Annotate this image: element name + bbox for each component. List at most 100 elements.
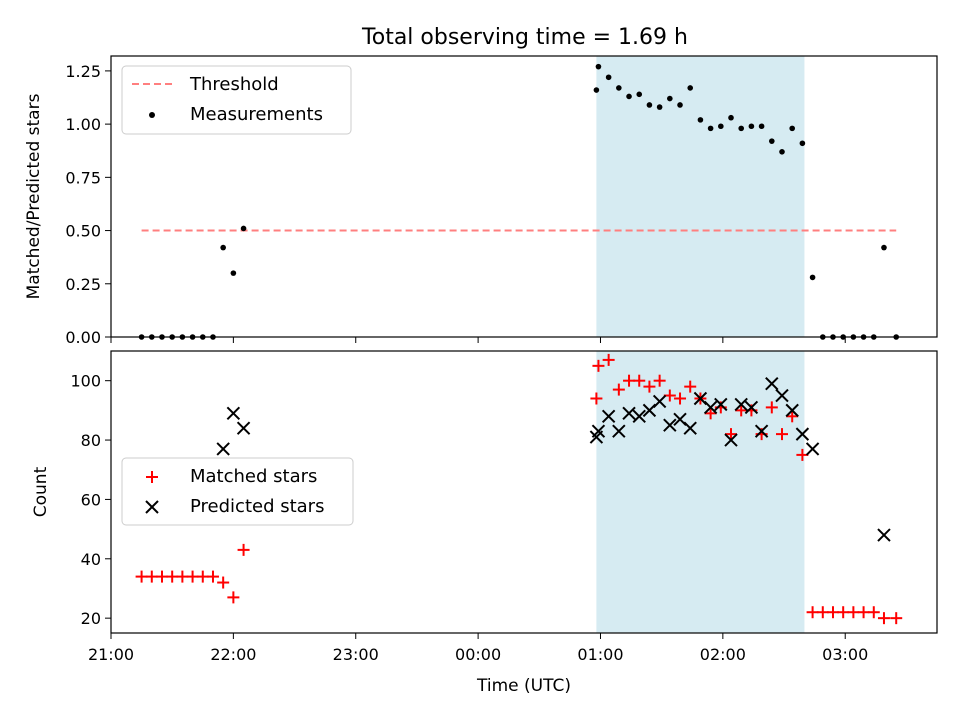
predicted-star-marker-b — [744, 400, 759, 415]
top-legend-box — [121, 65, 352, 135]
predicted-star-marker-b — [612, 424, 626, 438]
matched-star-marker — [857, 606, 870, 619]
measurement-point — [718, 123, 724, 130]
x-tick-label: 01:00 — [577, 645, 623, 664]
measurement-point — [230, 270, 237, 276]
x-tick-label: 02:00 — [700, 645, 746, 664]
measurement-point — [809, 274, 816, 281]
measurement-point — [738, 125, 745, 132]
bottom-y-tick-label: 40 — [81, 550, 101, 569]
predicted-star-marker-b — [805, 442, 820, 456]
matched-star-marker — [704, 407, 717, 420]
predicted-star-marker-b — [877, 528, 891, 542]
predicted-star-marker — [775, 388, 789, 403]
matched-star-marker — [145, 570, 158, 583]
top-y-tick-label: 1.25 — [65, 62, 101, 81]
bottom-legend: Matched stars Predicted stars — [121, 457, 354, 526]
predicted-star-marker-b — [226, 406, 241, 421]
bottom-legend-box — [121, 457, 354, 526]
matched-star-marker — [155, 570, 168, 583]
bottom-panel: 20 40 60 80 100 21:00 22:00 23:00 00:00 01:00 02:… — [31, 350, 938, 696]
matched-star-marker — [186, 570, 199, 583]
predicted-star-marker — [601, 409, 616, 424]
measurement-point — [593, 87, 600, 93]
measurement-point — [626, 93, 632, 100]
measurement-point — [240, 225, 247, 232]
predicted-star-marker-b — [601, 409, 616, 424]
top-y-tick-label: 0.75 — [65, 168, 101, 187]
measurement-point — [881, 244, 887, 251]
top-marks-layer — [138, 63, 900, 340]
top-y-tick-label: 1.00 — [65, 115, 101, 134]
predicted-star-marker-b — [724, 433, 738, 447]
predicted-star-marker — [703, 400, 718, 415]
predicted-star-marker — [785, 403, 799, 418]
predicted-star-marker — [877, 528, 891, 542]
matched-star-marker — [592, 359, 605, 372]
top-y-axis: 0.00 0.25 0.50 0.75 1.00 1.25 — [65, 62, 111, 347]
matched-star-marker — [735, 404, 748, 417]
measurement-point — [605, 74, 612, 81]
measurement-point — [697, 117, 704, 123]
measurement-point — [677, 102, 683, 108]
predicted-star-marker — [622, 406, 636, 421]
matched-star-marker — [633, 374, 646, 387]
matched-star-marker — [765, 401, 778, 414]
measurement-point — [758, 123, 765, 130]
predicted-star-marker-b — [754, 424, 769, 438]
matched-star-marker — [796, 448, 809, 461]
predicted-star-marker-b — [765, 376, 779, 391]
measurement-point — [667, 95, 673, 102]
predicted-star-marker-b — [673, 412, 687, 426]
top-plot-frame — [110, 55, 938, 338]
x-tick-label: 23:00 — [333, 645, 379, 664]
x-tick-label: 00:00 — [455, 645, 501, 664]
top-legend: Threshold Measurements — [121, 65, 352, 135]
predicted-star-marker-b — [785, 403, 799, 418]
matched-star-marker — [176, 570, 189, 583]
matched-star-marker — [653, 374, 666, 387]
predicted-star-marker-b — [652, 394, 667, 409]
bottom-marks-layer — [135, 353, 903, 625]
measurement-point — [687, 85, 694, 91]
matched-star-marker — [227, 591, 240, 604]
measurement-point — [646, 102, 653, 108]
matched-star-marker — [806, 606, 819, 619]
matched-star-marker — [590, 392, 603, 405]
top-x-ticks — [110, 337, 846, 343]
measurement-point — [636, 91, 643, 98]
matched-star-marker — [826, 606, 839, 619]
predicted-star-marker — [591, 424, 606, 438]
predicted-stars-legend-label: Predicted stars — [190, 496, 324, 517]
top-highlight-span — [596, 56, 805, 337]
bottom-y-tick-label: 100 — [70, 372, 101, 391]
matched-star-marker — [237, 543, 250, 556]
predicted-star-marker — [734, 397, 748, 412]
matched-star-marker — [663, 389, 676, 402]
matched-star-marker — [217, 576, 230, 589]
predicted-star-marker — [795, 427, 810, 441]
predicted-star-marker — [226, 406, 241, 421]
matched-star-marker — [602, 353, 615, 366]
matched-star-marker — [674, 392, 687, 405]
bottom-y-tick-label: 60 — [81, 490, 101, 509]
matched-star-marker — [847, 606, 860, 619]
matched-star-marker — [206, 570, 219, 583]
predicted-stars-legend-swatch — [145, 500, 159, 514]
bottom-y-tick-label: 20 — [81, 609, 101, 628]
predicted-star-marker — [805, 442, 820, 456]
top-y-axis-label: Matched/Predicted stars — [24, 93, 44, 299]
bottom-plot-frame — [110, 350, 938, 634]
predicted-star-marker — [765, 376, 779, 391]
predicted-star-marker — [612, 424, 626, 438]
bottom-x-axis: 21:00 22:00 23:00 00:00 01:00 02:00 03:00 — [88, 633, 868, 664]
matched-star-marker — [623, 374, 636, 387]
predicted-star-marker — [744, 400, 759, 415]
matched-stars-legend-swatch — [146, 471, 158, 483]
measurement-point — [656, 104, 663, 110]
matched-star-marker — [612, 383, 625, 396]
measurement-point — [748, 123, 755, 130]
predicted-star-marker — [216, 442, 230, 456]
matched-star-marker — [867, 606, 880, 619]
matched-star-marker — [786, 410, 799, 423]
